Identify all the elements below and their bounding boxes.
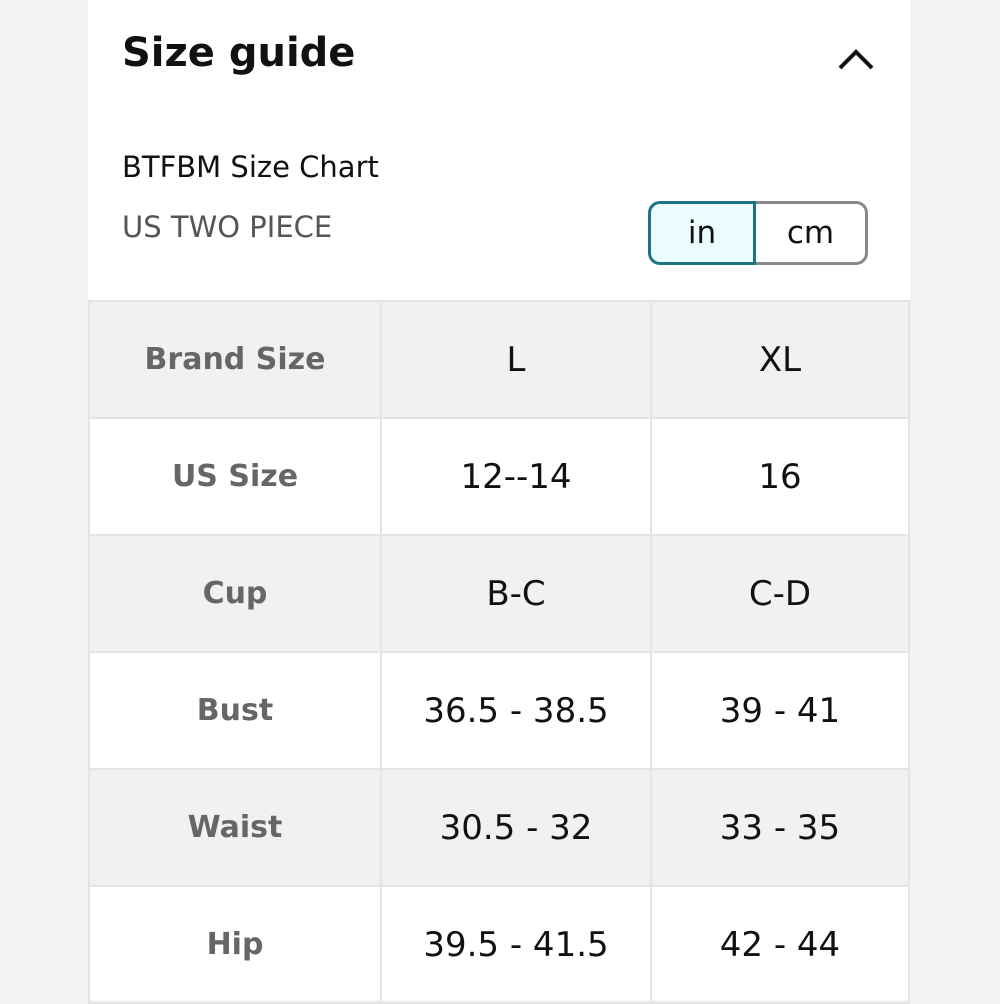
table-row: Hip 39.5 - 41.5 42 - 44 (88, 885, 910, 1004)
row-header: Waist (88, 768, 382, 887)
size-guide-panel: Size guide BTFBM Size Chart US TWO PIECE… (88, 0, 910, 1004)
title: Size guide (122, 30, 356, 76)
row-header: Brand Size (88, 300, 382, 419)
table-cell: L (380, 300, 652, 419)
table-cell: XL (650, 300, 910, 419)
chart-subtitle: US TWO PIECE (122, 210, 333, 244)
table-row: Waist 30.5 - 32 33 - 35 (88, 768, 910, 887)
table-cell: 36.5 - 38.5 (380, 651, 652, 770)
table-cell: 39 - 41 (650, 651, 910, 770)
chart-name: BTFBM Size Chart (122, 150, 379, 184)
collapse-button[interactable] (836, 42, 876, 72)
table-cell: 39.5 - 41.5 (380, 885, 652, 1004)
size-table: Brand Size L XL US Size 12--14 16 Cup B-C C-D Bus… (88, 300, 910, 1004)
table-cell: 33 - 35 (650, 768, 910, 887)
table-cell: C-D (650, 534, 910, 653)
table-cell: B-C (380, 534, 652, 653)
table-row: Cup B-C C-D (88, 534, 910, 653)
table-row: US Size 12--14 16 (88, 417, 910, 536)
row-header: Cup (88, 534, 382, 653)
row-header: Bust (88, 651, 382, 770)
table-cell: 30.5 - 32 (380, 768, 652, 887)
unit-toggle: in cm (648, 201, 868, 265)
table-cell: 12--14 (380, 417, 652, 536)
unit-in[interactable]: in (648, 201, 756, 265)
table-cell: 16 (650, 417, 910, 536)
table-row: Brand Size L XL (88, 300, 910, 419)
row-header: US Size (88, 417, 382, 536)
unit-cm[interactable]: cm (756, 201, 868, 265)
table-cell: 42 - 44 (650, 885, 910, 1004)
row-header: Hip (88, 885, 382, 1004)
table-row: Bust 36.5 - 38.5 39 - 41 (88, 651, 910, 770)
